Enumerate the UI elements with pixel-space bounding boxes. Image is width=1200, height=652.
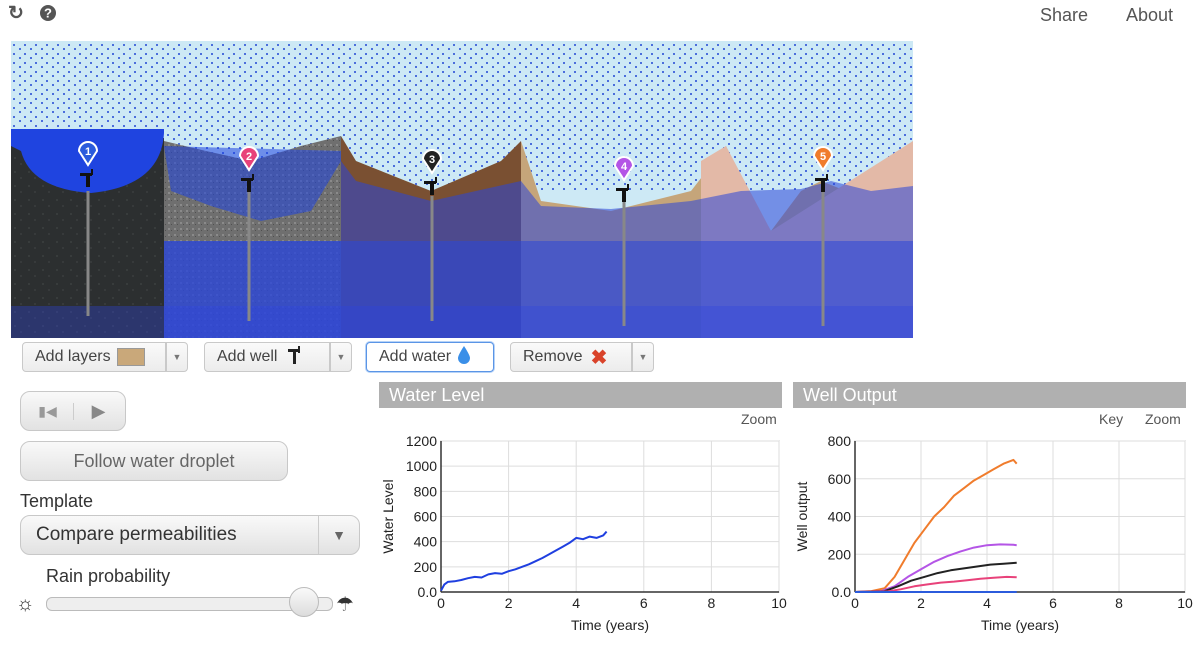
- well-output-chart: 0 2 4 6 8 10 0.0 200 400 600 800 Time (years) Well o…: [794, 433, 1193, 633]
- reset-icon[interactable]: ▮◀: [23, 402, 74, 420]
- well-output-zoom[interactable]: Zoom: [1145, 411, 1181, 427]
- chevron-down-icon: ▼: [172, 352, 182, 362]
- well-marker-label: 2: [246, 151, 252, 163]
- well-pump-icon: [424, 177, 437, 195]
- sun-icon: ☼: [16, 593, 35, 615]
- y-tick-label: 600: [828, 471, 852, 487]
- well-pump-icon: [815, 174, 828, 192]
- rain-probability-slider[interactable]: [46, 587, 333, 617]
- x-axis-label: Time (years): [571, 617, 649, 633]
- well-output-key[interactable]: Key: [1099, 411, 1124, 427]
- y-tick-label: 800: [414, 483, 438, 499]
- x-tick-label: 10: [1177, 595, 1193, 611]
- follow-droplet-button[interactable]: Follow water droplet: [20, 441, 288, 481]
- red-x-icon: ✖: [590, 346, 608, 369]
- well-marker-label: 4: [621, 161, 628, 173]
- template-value: Compare permeabilities: [36, 524, 237, 545]
- about-link[interactable]: About: [1126, 5, 1174, 25]
- well-pump-icon: [80, 169, 93, 187]
- add-well-dropdown[interactable]: ▼: [330, 342, 352, 372]
- x-tick-label: 0: [851, 595, 859, 611]
- help-icon[interactable]: ?: [37, 2, 59, 24]
- well-pump-icon: [616, 184, 629, 202]
- series-line-1: [440, 530, 608, 592]
- chevron-down-icon: ▼: [336, 352, 346, 362]
- well-pump-icon: [241, 174, 254, 192]
- add-water-button[interactable]: Add water: [366, 342, 494, 372]
- y-tick-label: 0.0: [418, 584, 438, 600]
- y-tick-label: 600: [414, 509, 438, 525]
- water-level-zoom[interactable]: Zoom: [741, 411, 777, 427]
- remove-dropdown[interactable]: ▼: [632, 342, 654, 372]
- umbrella-icon: ☂: [336, 594, 354, 616]
- x-axis-label: Time (years): [981, 617, 1059, 633]
- play-icon[interactable]: ▶: [91, 400, 106, 421]
- x-tick-label: 0: [437, 595, 445, 611]
- add-layers-label: Add layers: [35, 348, 111, 365]
- well-marker-label: 1: [85, 146, 91, 158]
- water-drop-icon: [457, 345, 471, 370]
- playback-controls: ▮◀ ▶: [20, 391, 126, 431]
- add-water-label: Add water: [379, 348, 452, 365]
- slider-handle[interactable]: [288, 587, 319, 617]
- sand-swatch-icon: [116, 348, 145, 366]
- remove-button[interactable]: Remove ✖: [510, 342, 632, 372]
- series-line-2: [854, 543, 1017, 593]
- well-marker-5[interactable]: 5: [812, 146, 834, 192]
- add-well-label: Add well: [217, 348, 278, 365]
- well-marker-label: 3: [429, 154, 435, 166]
- series-line-1: [854, 458, 1018, 593]
- template-select[interactable]: Compare permeabilities ▼: [20, 515, 360, 555]
- y-tick-label: 800: [828, 433, 852, 449]
- y-tick-label: 1000: [406, 458, 437, 474]
- share-link[interactable]: Share: [1040, 5, 1089, 25]
- well-output-header: Well Output: [793, 382, 1186, 408]
- series-line-4: [854, 575, 1017, 593]
- x-tick-label: 6: [1049, 595, 1057, 611]
- x-tick-label: 4: [572, 595, 580, 611]
- series-line-3: [854, 561, 1017, 593]
- template-label: Template: [20, 491, 94, 511]
- add-well-button[interactable]: Add well: [204, 342, 330, 372]
- rain-probability-label: Rain probability: [46, 566, 171, 586]
- reload-icon[interactable]: ↻: [8, 2, 24, 24]
- well-marker-3[interactable]: 3: [421, 149, 443, 195]
- y-tick-label: 200: [414, 559, 438, 575]
- remove-label: Remove: [523, 348, 583, 365]
- well-marker-4[interactable]: 4: [613, 156, 635, 202]
- well-pump-icon: [285, 345, 305, 370]
- x-tick-label: 8: [1115, 595, 1123, 611]
- add-layers-dropdown[interactable]: ▼: [166, 342, 188, 372]
- y-tick-label: 1200: [406, 433, 437, 449]
- y-tick-label: 400: [414, 534, 438, 550]
- well-marker-1[interactable]: 1: [77, 141, 99, 187]
- y-tick-label: 0.0: [832, 584, 852, 600]
- well-marker-2[interactable]: 2: [238, 146, 260, 192]
- y-tick-label: 200: [828, 546, 852, 562]
- svg-text:?: ?: [44, 6, 52, 21]
- chevron-down-icon: ▼: [318, 516, 359, 554]
- y-axis-label: Well output: [794, 481, 810, 551]
- water-level-header: Water Level: [379, 382, 782, 408]
- groundwater-simulation-canvas[interactable]: 1 2 3 4 5: [11, 41, 913, 338]
- x-tick-label: 8: [708, 595, 716, 611]
- water-level-chart: 0 2 4 6 8 10 0.0 200 400 600 800 1000 1200 Time (year…: [380, 433, 787, 633]
- x-tick-label: 2: [917, 595, 925, 611]
- x-tick-label: 10: [771, 595, 787, 611]
- y-axis-label: Water Level: [380, 479, 396, 553]
- y-tick-label: 400: [828, 509, 852, 525]
- x-tick-label: 2: [505, 595, 513, 611]
- x-tick-label: 6: [640, 595, 648, 611]
- x-tick-label: 4: [983, 595, 991, 611]
- well-marker-label: 5: [820, 151, 826, 163]
- chevron-down-icon: ▼: [638, 352, 648, 362]
- add-layers-button[interactable]: Add layers: [22, 342, 166, 372]
